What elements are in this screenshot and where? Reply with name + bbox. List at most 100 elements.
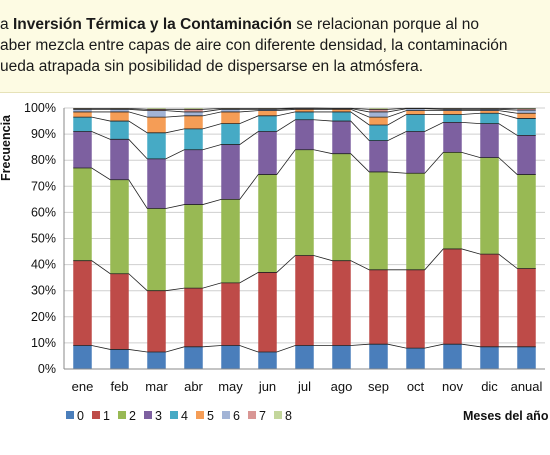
bar-segment-6-mar	[147, 111, 166, 118]
banner-line-1-end: se relacionan porque al no	[292, 16, 479, 33]
bar-segment-5-sep	[369, 117, 388, 125]
banner-text: a Inversión Térmica y la Contaminación s…	[0, 14, 550, 77]
bar-segment-1-dic	[480, 254, 499, 347]
bar-segment-3-nov	[443, 122, 462, 152]
bar-segment-5-oct	[406, 111, 425, 115]
bar-segment-1-mar	[147, 291, 166, 352]
bar-segment-0-jul	[295, 346, 314, 369]
bar-segment-2-anual	[517, 175, 536, 269]
bar-segment-2-mar	[147, 208, 166, 290]
y-tick-label: 50%	[31, 232, 56, 246]
bar-segment-0-anual	[517, 347, 536, 369]
x-tick-label: jul	[297, 379, 311, 394]
y-tick-label: 20%	[31, 310, 56, 324]
bar-segment-5-mar	[147, 117, 166, 133]
bar-segment-6-abr	[184, 112, 203, 116]
banner-bold-phrase: Inversión Térmica y la Contaminación	[13, 16, 292, 33]
bar-segment-3-oct	[406, 131, 425, 173]
bar-segment-6-sep	[369, 112, 388, 117]
bar-segment-0-jun	[258, 352, 277, 369]
bar-segment-1-anual	[517, 269, 536, 347]
bar-segment-0-may	[221, 346, 240, 369]
bar-segment-5-nov	[443, 111, 462, 115]
bar-segment-1-abr	[184, 288, 203, 347]
bar-segment-1-sep	[369, 270, 388, 344]
legend-label-8: 8	[285, 409, 292, 423]
chart-area: 0%10%20%30%40%50%60%70%80%90%100%Frecuen…	[0, 92, 550, 450]
bar-segment-4-ago	[332, 112, 351, 121]
bar-segment-0-oct	[406, 348, 425, 369]
bar-segment-3-jul	[295, 120, 314, 150]
y-tick-label: 30%	[31, 284, 56, 298]
bar-segment-2-oct	[406, 173, 425, 270]
bar-segment-5-feb	[110, 112, 129, 121]
bar-segment-5-jun	[258, 111, 277, 116]
bar-segment-3-ago	[332, 121, 351, 154]
legend-label-7: 7	[259, 409, 266, 423]
bar-segment-0-abr	[184, 347, 203, 369]
legend-label-2: 2	[129, 409, 136, 423]
bar-segment-5-anual	[517, 113, 536, 118]
bar-segment-1-feb	[110, 274, 129, 350]
bar-segment-2-dic	[480, 158, 499, 255]
x-tick-label: anual	[511, 379, 543, 394]
y-tick-label: 80%	[31, 153, 56, 167]
y-tick-label: 100%	[24, 101, 56, 115]
x-tick-label: ago	[331, 379, 353, 394]
bar-segment-0-mar	[147, 352, 166, 369]
legend-label-1: 1	[103, 409, 110, 423]
legend-swatch-8	[274, 411, 282, 419]
legend-label-4: 4	[181, 409, 188, 423]
y-tick-label: 60%	[31, 205, 56, 219]
legend-label-0: 0	[77, 409, 84, 423]
bar-segment-3-jun	[258, 131, 277, 174]
bar-segment-4-nov	[443, 115, 462, 123]
bar-segment-1-ene	[73, 261, 92, 346]
bar-segment-1-jul	[295, 255, 314, 345]
bar-segment-3-mar	[147, 159, 166, 209]
bar-segment-4-dic	[480, 113, 499, 123]
bar-segment-0-feb	[110, 349, 129, 369]
bar-segment-0-dic	[480, 347, 499, 369]
y-tick-label: 70%	[31, 179, 56, 193]
bar-segment-5-ene	[73, 112, 92, 117]
x-tick-label: mar	[145, 379, 168, 394]
bar-segment-3-dic	[480, 124, 499, 158]
bar-segment-2-sep	[369, 172, 388, 270]
bar-segment-3-sep	[369, 141, 388, 172]
legend-label-3: 3	[155, 409, 162, 423]
bar-segment-4-jul	[295, 112, 314, 120]
bar-segment-3-may	[221, 145, 240, 200]
bar-segment-4-oct	[406, 115, 425, 132]
x-tick-label: ene	[72, 379, 94, 394]
bar-segment-3-abr	[184, 150, 203, 205]
bar-segment-1-may	[221, 283, 240, 346]
bar-segment-4-jun	[258, 116, 277, 132]
bar-segment-1-ago	[332, 261, 351, 346]
bar-segment-3-anual	[517, 135, 536, 174]
legend-swatch-6	[222, 411, 230, 419]
banner-line-1-start: a	[0, 16, 13, 33]
bar-segment-2-nov	[443, 152, 462, 249]
y-tick-label: 10%	[31, 336, 56, 350]
x-tick-label: nov	[442, 379, 463, 394]
x-tick-label: feb	[110, 379, 128, 394]
x-tick-label: abr	[184, 379, 203, 394]
bar-segment-2-may	[221, 199, 240, 283]
x-tick-label: sep	[368, 379, 389, 394]
banner-line-2: aber mezcla entre capas de aire con dife…	[0, 35, 550, 56]
description-banner: a Inversión Térmica y la Contaminación s…	[0, 0, 550, 93]
bar-segment-1-nov	[443, 249, 462, 344]
bar-segment-0-nov	[443, 344, 462, 369]
stacked-bar-chart: 0%10%20%30%40%50%60%70%80%90%100%Frecuen…	[0, 92, 550, 450]
bar-segment-3-ene	[73, 131, 92, 168]
bar-segment-2-ago	[332, 154, 351, 261]
bar-segment-4-anual	[517, 118, 536, 135]
bar-segment-0-ene	[73, 346, 92, 369]
bar-segment-4-mar	[147, 133, 166, 159]
legend-swatch-7	[248, 411, 256, 419]
x-axis-label: Meses del año	[463, 409, 549, 423]
bar-segment-4-may	[221, 124, 240, 145]
legend-swatch-2	[118, 411, 126, 419]
bar-segment-5-may	[221, 112, 240, 124]
